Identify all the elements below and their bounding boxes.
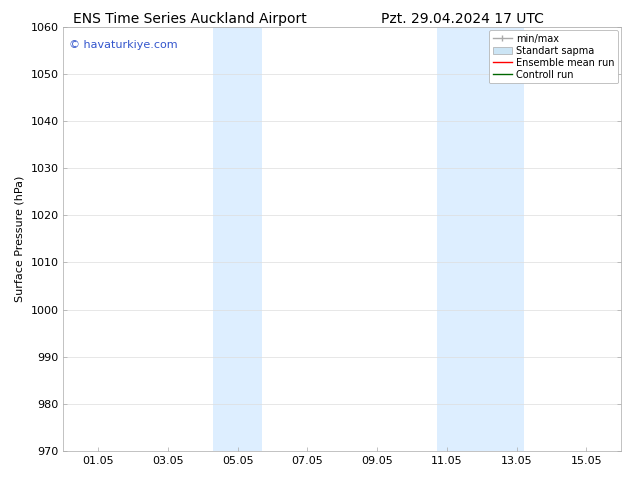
Bar	[238, 27, 262, 451]
Legend: min/max, Standart sapma, Ensemble mean run, Controll run: min/max, Standart sapma, Ensemble mean r…	[489, 30, 618, 83]
Bar	[471, 27, 524, 451]
Text: Pzt. 29.04.2024 17 UTC: Pzt. 29.04.2024 17 UTC	[382, 12, 544, 26]
Text: © havaturkiye.com: © havaturkiye.com	[69, 40, 178, 49]
Y-axis label: Surface Pressure (hPa): Surface Pressure (hPa)	[15, 176, 25, 302]
Bar	[213, 27, 238, 451]
Text: ENS Time Series Auckland Airport: ENS Time Series Auckland Airport	[74, 12, 307, 26]
Bar	[436, 27, 471, 451]
